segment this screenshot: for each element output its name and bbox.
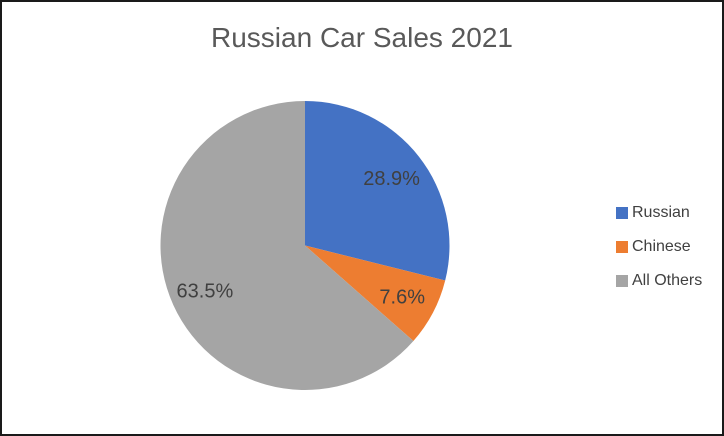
legend-item-russian[interactable]: Russian — [616, 204, 702, 221]
pie-slice-all-others[interactable] — [160, 101, 414, 390]
pie-data-label: 7.6% — [379, 287, 425, 309]
legend-swatch-russian-icon — [616, 206, 628, 219]
legend-label-all-others: All Others — [632, 272, 703, 289]
legend-swatch-all-others-icon — [616, 274, 628, 287]
chart-title: Russian Car Sales 2021 — [211, 22, 513, 53]
legend: Russian Chinese All Others — [616, 204, 702, 289]
legend-swatch-chinese-icon — [616, 240, 628, 253]
legend-label-chinese: Chinese — [632, 238, 691, 255]
pie-data-label: 28.9% — [363, 168, 420, 190]
pie-data-label: 63.5% — [177, 281, 234, 303]
legend-label-russian: Russian — [632, 204, 690, 221]
pie-slice-chinese[interactable] — [305, 245, 446, 342]
legend-item-all-others[interactable]: All Others — [616, 272, 702, 289]
pie-chart: 28.9% 7.6% 63.5% — [160, 101, 450, 390]
legend-item-chinese[interactable]: Chinese — [616, 238, 702, 255]
pie-slice-russian[interactable] — [305, 101, 450, 281]
